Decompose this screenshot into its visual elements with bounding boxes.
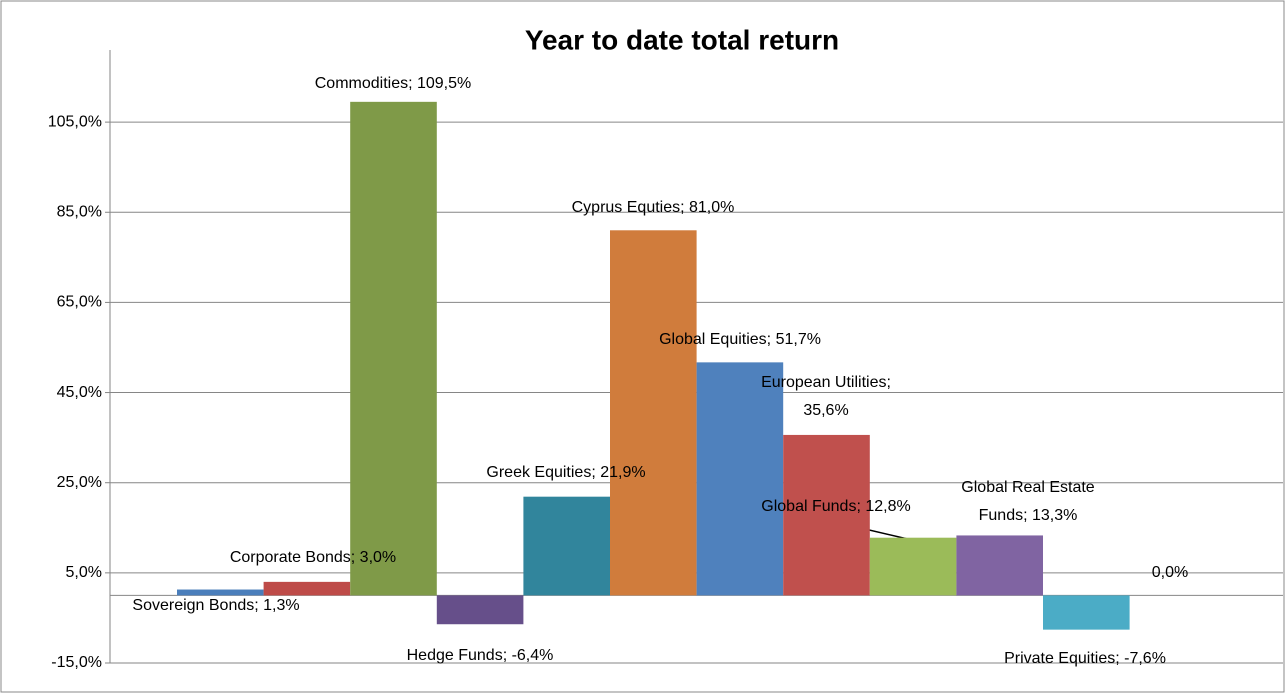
bar	[956, 535, 1043, 596]
data-label: Global Real Estate Funds; 13,3%	[961, 479, 1095, 524]
data-label: Cyprus Equties; 81,0%	[572, 199, 735, 216]
data-label: Commodities; 109,5%	[315, 75, 472, 92]
chart-title: Year to date total return	[525, 24, 839, 55]
data-label: 0,0%	[1152, 564, 1188, 581]
y-tick-label: 65,0%	[57, 294, 102, 311]
bar	[436, 595, 524, 625]
y-tick-label: 5,0%	[66, 564, 102, 581]
data-label: Hedge Funds; -6,4%	[407, 647, 554, 664]
bar	[869, 537, 957, 596]
y-tick-label: 45,0%	[57, 384, 102, 401]
data-label: Greek Equities; 21,9%	[486, 464, 645, 481]
bar	[350, 101, 437, 596]
y-tick-label: 85,0%	[57, 203, 102, 220]
data-label: Global Funds; 12,8%	[761, 498, 910, 515]
bar	[783, 434, 870, 596]
data-label: European Utilities; 35,6%	[761, 374, 891, 419]
bar	[696, 362, 784, 596]
bar	[1043, 595, 1130, 630]
bar	[177, 589, 264, 596]
data-label: Global Equities; 51,7%	[659, 331, 821, 348]
bar	[610, 230, 697, 596]
y-tick-label: -15,0%	[51, 654, 102, 671]
data-label: Sovereign Bonds; 1,3%	[132, 597, 299, 614]
bar	[263, 581, 351, 596]
y-tick-label: 25,0%	[57, 474, 102, 491]
data-label: Private Equities; -7,6%	[1004, 650, 1166, 667]
data-label: Corporate Bonds; 3,0%	[230, 549, 396, 566]
bar	[523, 496, 610, 596]
y-tick-label: 105,0%	[48, 113, 102, 130]
